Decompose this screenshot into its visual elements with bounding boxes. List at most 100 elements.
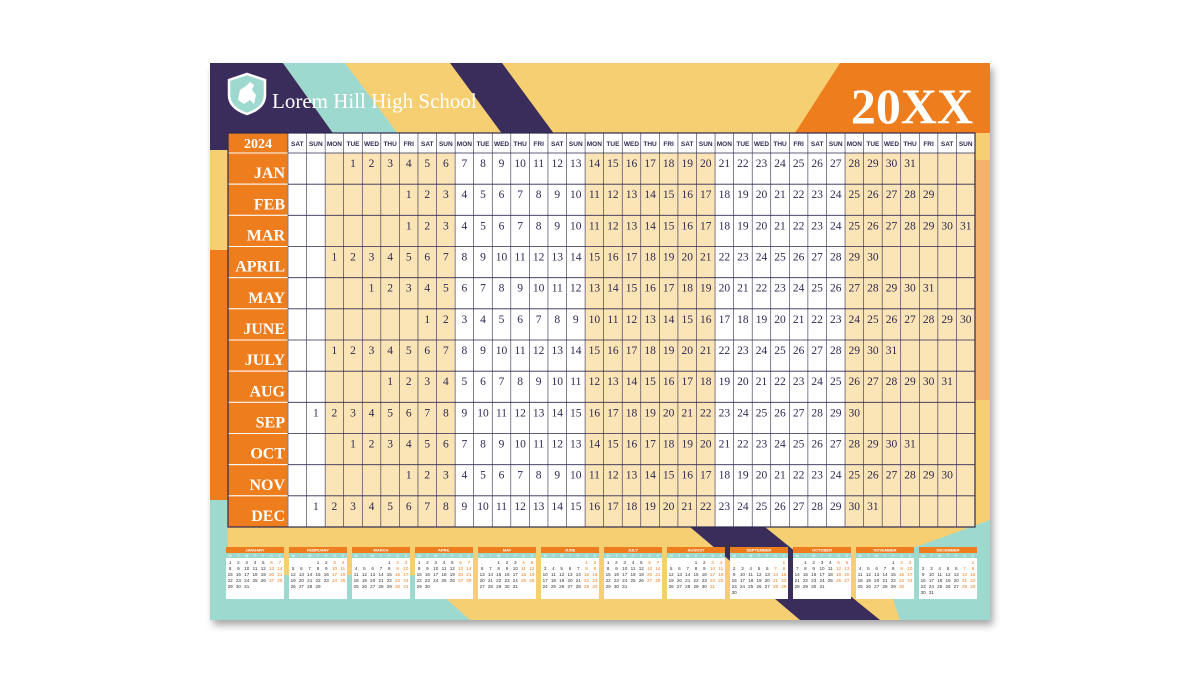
day-number: 10 [514,439,526,451]
day-number: 20 [681,345,693,357]
mini-day: 25 [354,584,360,589]
mini-day: 1 [972,560,975,565]
mini-day: 16 [702,572,708,577]
mini-day: 13 [677,572,683,577]
day-number: 5 [406,345,412,357]
day-number: 30 [904,283,916,295]
mini-day: 27 [480,584,486,589]
mini-day: 25 [937,584,943,589]
mini-weekday: W [497,554,501,558]
day-number: 21 [737,283,749,295]
mini-day: 25 [748,584,754,589]
day-number: 23 [737,345,749,357]
weekday-header: TUE [736,141,750,148]
mini-day: 28 [795,584,801,589]
mini-day: 16 [732,578,738,583]
mini-weekday: M [355,554,358,558]
mini-day: 23 [504,578,510,583]
day-number: 14 [663,314,675,326]
mini-weekday: T [506,554,509,558]
day-number: 8 [480,158,486,170]
mini-weekday: T [380,554,383,558]
day-number: 1 [406,470,412,482]
mini-weekday: S [396,554,399,558]
mini-day: 2 [426,560,429,565]
weekday-header: SAT [551,141,564,148]
day-number: 14 [626,376,638,388]
mini-day: 9 [900,566,903,571]
mini-weekday-row [352,553,410,558]
day-number: 18 [719,470,731,482]
mini-day: 11 [828,566,833,571]
day-number: 12 [533,252,545,264]
mini-day: 19 [756,578,762,583]
mini-weekday: T [758,554,761,558]
mini-day: 17 [929,578,935,583]
day-number: 30 [867,345,879,357]
mini-day: 22 [970,578,976,583]
day-number: 10 [514,158,526,170]
mini-weekday: W [938,554,942,558]
mini-weekday: W [686,554,690,558]
mini-day: 3 [711,560,714,565]
mini-weekday: S [720,554,723,558]
day-number: 28 [811,501,823,513]
mini-day: 27 [874,584,880,589]
day-number: 16 [663,376,675,388]
day-number: 24 [830,470,842,482]
mini-day: 12 [639,566,645,571]
mini-day: 16 [236,572,242,577]
day-number: 15 [570,407,582,419]
mini-day: 30 [592,584,598,589]
mini-day: 21 [488,578,494,583]
mini-day: 28 [307,584,313,589]
day-number: 30 [886,439,898,451]
mini-weekday: F [451,554,453,558]
day-number: 9 [462,407,468,419]
day-number: 13 [570,158,582,170]
day-number: 1 [369,283,375,295]
day-number: 13 [644,314,656,326]
mini-day: 27 [647,578,653,583]
mini-day: 22 [693,578,699,583]
mini-day: 6 [648,560,651,565]
day-number: 19 [737,220,749,232]
mini-day: 7 [308,566,311,571]
day-number: 26 [830,283,842,295]
mini-day: 29 [891,584,897,589]
day-number: 1 [424,314,430,326]
mini-day: 16 [324,572,330,577]
mini-day: 10 [622,566,628,571]
mini-weekday: W [434,554,438,558]
day-number: 22 [737,158,749,170]
mini-day: 3 [434,560,437,565]
mini-day: 13 [567,572,573,577]
day-number: 17 [719,314,731,326]
mini-weekday: M [922,554,925,558]
day-number: 11 [533,158,544,170]
day-number: 8 [443,501,449,513]
mini-weekday: F [577,554,579,558]
day-number: 8 [462,252,468,264]
mini-day: 30 [395,584,401,589]
mini-day: 21 [795,578,801,583]
day-number: 14 [644,189,656,201]
day-number: 6 [443,158,449,170]
day-number: 31 [886,345,898,357]
mini-day: 30 [921,590,927,595]
mini-weekday: T [947,554,950,558]
mini-weekday: T [569,554,572,558]
mini-day: 1 [497,560,500,565]
day-number: 13 [589,283,601,295]
mini-day: 4 [749,566,752,571]
day-number: 7 [517,189,523,201]
mini-day: 18 [718,572,724,577]
mini-day: 12 [362,572,368,577]
day-number: 18 [644,252,656,264]
weekday-header: SUN [569,141,583,148]
mini-day: 6 [875,566,878,571]
mini-day: 19 [866,578,872,583]
day-number: 5 [480,220,486,232]
mini-day: 26 [866,584,872,589]
day-number: 1 [350,158,356,170]
